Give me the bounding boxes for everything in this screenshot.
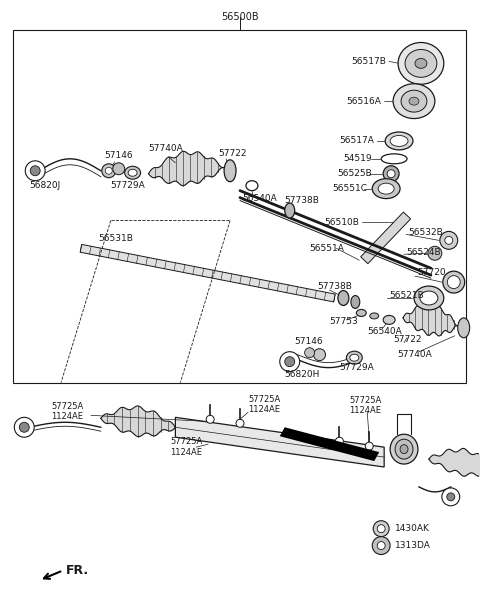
Text: 54519: 54519 (343, 154, 372, 163)
Text: 1313DA: 1313DA (395, 541, 431, 550)
Text: 56540A: 56540A (242, 194, 277, 203)
Ellipse shape (356, 309, 366, 317)
Text: 56820H: 56820H (285, 370, 320, 379)
Text: 56820J: 56820J (29, 181, 60, 190)
Text: 57740A: 57740A (397, 350, 432, 359)
Ellipse shape (398, 43, 444, 84)
Text: 57753: 57753 (329, 317, 358, 326)
Text: 57725A
1124AE: 57725A 1124AE (248, 395, 280, 414)
Text: 57722: 57722 (393, 335, 421, 344)
Ellipse shape (378, 183, 394, 194)
Text: FR.: FR. (66, 564, 89, 577)
Ellipse shape (390, 135, 408, 146)
Text: 56525B: 56525B (337, 169, 372, 178)
Bar (13, 29, 466, 382)
Text: 56532B: 56532B (408, 228, 443, 237)
Ellipse shape (351, 296, 360, 308)
Circle shape (25, 161, 45, 181)
Text: 57146: 57146 (104, 151, 132, 160)
Ellipse shape (385, 132, 413, 150)
Circle shape (102, 164, 116, 178)
Text: 56510B: 56510B (324, 218, 360, 227)
Circle shape (313, 349, 325, 361)
Circle shape (377, 542, 385, 550)
Text: 56531B: 56531B (98, 234, 132, 243)
Ellipse shape (350, 354, 359, 361)
Polygon shape (360, 212, 410, 264)
Ellipse shape (395, 439, 413, 459)
Circle shape (336, 437, 343, 445)
Text: 57740A: 57740A (148, 144, 183, 154)
Ellipse shape (415, 58, 427, 69)
Circle shape (236, 420, 244, 427)
Text: 57738B: 57738B (318, 282, 352, 291)
Text: 56516A: 56516A (347, 97, 381, 106)
Circle shape (19, 422, 29, 432)
Text: 56524B: 56524B (406, 248, 441, 257)
Circle shape (305, 348, 314, 358)
Ellipse shape (458, 318, 469, 338)
Circle shape (383, 166, 399, 182)
Text: 57720: 57720 (417, 268, 445, 277)
Circle shape (285, 356, 295, 367)
Ellipse shape (224, 160, 236, 182)
Text: 56517B: 56517B (351, 57, 386, 66)
Circle shape (377, 525, 385, 533)
Text: 56551A: 56551A (310, 244, 345, 253)
Text: 57725A
1124AE: 57725A 1124AE (51, 402, 84, 421)
Ellipse shape (443, 271, 465, 293)
Text: 57725A
1124AE: 57725A 1124AE (170, 438, 203, 457)
Ellipse shape (405, 49, 437, 77)
Ellipse shape (372, 179, 400, 199)
Text: 57725A
1124AE: 57725A 1124AE (349, 396, 382, 415)
Text: 57146: 57146 (295, 337, 324, 346)
Circle shape (113, 163, 125, 175)
Text: 56521B: 56521B (389, 291, 424, 300)
Ellipse shape (285, 203, 295, 218)
Text: 1430AK: 1430AK (395, 524, 430, 533)
Text: 57722: 57722 (218, 149, 247, 158)
Ellipse shape (370, 313, 379, 319)
Text: 56517A: 56517A (339, 137, 374, 146)
Ellipse shape (409, 97, 419, 105)
Ellipse shape (125, 166, 141, 179)
Polygon shape (280, 427, 379, 461)
Circle shape (440, 231, 458, 249)
Ellipse shape (447, 276, 460, 288)
Ellipse shape (414, 286, 444, 310)
Text: 56500B: 56500B (221, 11, 259, 22)
Circle shape (387, 170, 395, 178)
Ellipse shape (128, 169, 137, 176)
Ellipse shape (347, 351, 362, 364)
Circle shape (105, 167, 112, 174)
Polygon shape (175, 417, 384, 467)
Ellipse shape (381, 154, 407, 164)
Circle shape (445, 237, 453, 244)
Ellipse shape (383, 315, 395, 324)
Circle shape (447, 493, 455, 501)
Text: 57729A: 57729A (111, 181, 145, 190)
Circle shape (428, 246, 442, 260)
Circle shape (30, 166, 40, 176)
Circle shape (14, 417, 34, 437)
Text: 56551C: 56551C (333, 184, 368, 193)
Circle shape (442, 488, 460, 506)
Circle shape (373, 521, 389, 536)
Ellipse shape (390, 434, 418, 464)
Text: 57729A: 57729A (339, 363, 374, 372)
Circle shape (206, 415, 214, 423)
Ellipse shape (420, 291, 438, 305)
Polygon shape (80, 244, 335, 302)
Ellipse shape (401, 90, 427, 112)
Text: 57738B: 57738B (285, 196, 320, 205)
Text: 56540A: 56540A (367, 327, 402, 337)
Ellipse shape (338, 291, 349, 305)
Circle shape (372, 536, 390, 554)
Ellipse shape (393, 84, 435, 119)
Circle shape (365, 442, 373, 450)
Ellipse shape (246, 181, 258, 191)
Circle shape (280, 352, 300, 371)
Ellipse shape (400, 445, 408, 454)
